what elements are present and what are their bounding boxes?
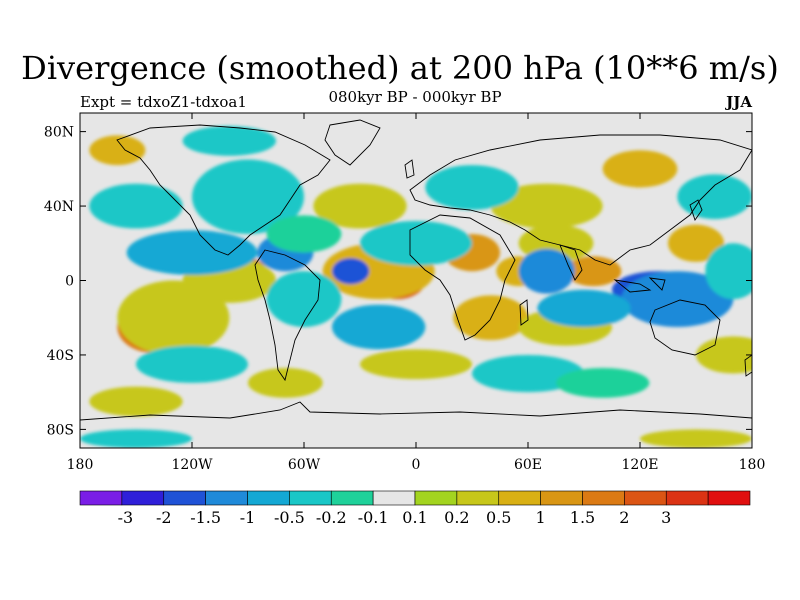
divergence-contour-18	[89, 386, 183, 417]
divergence-contour-16	[602, 150, 678, 188]
experiment-label: Expt = tdxoZ1-tdxoa1	[80, 93, 247, 111]
coastline-indonesia	[613, 277, 666, 293]
divergence-contour-24	[332, 258, 370, 285]
colorbar-label: -0.2	[316, 508, 347, 527]
lon-label: 180	[739, 457, 766, 473]
lat-label: 40N	[44, 199, 74, 215]
divergence-contour-35	[136, 345, 248, 383]
lon-label: 60E	[514, 457, 542, 473]
lon-label: 120E	[622, 457, 659, 473]
divergence-contour-38	[556, 367, 650, 398]
colorbar-swatch-6	[330, 490, 374, 506]
colorbar-label: -0.1	[358, 508, 389, 527]
divergence-contour-42	[640, 429, 752, 448]
lat-label: 40S	[47, 348, 74, 364]
divergence-contour-14	[313, 183, 407, 229]
coastlines	[80, 119, 752, 421]
divergence-contour-33	[89, 183, 183, 229]
coastline-india	[559, 244, 583, 281]
divergence-contour-29	[332, 304, 426, 350]
coastline-antarctica	[80, 401, 752, 421]
colorbar-label: 3	[661, 508, 671, 527]
coastline-north-america	[116, 124, 331, 256]
lon-label: 120W	[171, 457, 213, 473]
coastline-south-america	[254, 249, 321, 382]
coastline-new-zealand	[744, 354, 752, 377]
colorbar-swatch-5	[289, 490, 332, 506]
colorbar-swatch-9	[456, 490, 500, 506]
lat-label: 80N	[44, 125, 74, 141]
colorbar-swatch-15	[707, 490, 751, 506]
divergence-contour-32	[425, 165, 519, 210]
colorbar-label: -3	[118, 508, 134, 527]
divergence-contour-20	[89, 135, 146, 166]
colorbar-swatch-0	[79, 490, 123, 506]
subtitle-label: 080kyr BP - 000kyr BP	[328, 88, 502, 106]
divergence-contour-36	[472, 354, 584, 393]
divergence-field	[80, 126, 752, 448]
lon-label: 60W	[288, 457, 321, 473]
divergence-contour-28	[537, 289, 631, 328]
divergence-contour-31	[192, 159, 304, 234]
divergence-contour-26	[126, 230, 258, 275]
colorbar-swatch-10	[498, 490, 541, 506]
season-label: JJA	[726, 93, 752, 111]
divergence-contour-19	[360, 349, 472, 380]
lon-label: 0	[412, 457, 421, 473]
divergence-contour-39	[266, 215, 342, 253]
coastline-british-isles	[404, 159, 415, 179]
colorbar-label: -1	[240, 508, 256, 527]
colorbar-label: 2	[619, 508, 629, 527]
lon-label: 180	[67, 457, 94, 473]
colorbar-swatch-4	[247, 490, 290, 506]
lat-label: 0	[65, 274, 74, 290]
plot-title: Divergence (smoothed) at 200 hPa (10**6 …	[21, 49, 779, 87]
colorbar-swatch-12	[582, 490, 625, 506]
colorbar-label: 0.2	[444, 508, 469, 527]
divergence-contour-30	[266, 271, 342, 328]
colorbar-swatch-3	[205, 490, 248, 506]
coastline-australia	[649, 299, 721, 356]
divergence-contour-25	[518, 248, 575, 294]
divergence-contour-13	[696, 336, 752, 374]
divergence-contour-34	[677, 174, 752, 220]
coastline-japan	[689, 199, 703, 221]
lat-label: 80S	[47, 422, 74, 438]
coastline-madagascar	[519, 299, 529, 326]
divergence-contour-17	[248, 367, 323, 398]
colorbar-label: 0.5	[486, 508, 511, 527]
divergence-contour-27	[360, 220, 472, 266]
colorbar-swatch-11	[540, 490, 583, 506]
colorbar-label: -1.5	[190, 508, 221, 527]
divergence-contour-22	[621, 271, 734, 328]
colorbar-label: 1	[536, 508, 546, 527]
colorbar-swatch-13	[624, 490, 667, 506]
divergence-contour-41	[80, 429, 192, 448]
coastline-africa	[409, 214, 516, 341]
colorbar-label: 1.5	[570, 508, 595, 527]
colorbar-label: -2	[156, 508, 172, 527]
colorbar-swatch-14	[665, 490, 709, 506]
divergence-contour-1	[117, 280, 230, 355]
colorbar-label: 0.1	[402, 508, 427, 527]
colorbar-swatch-8	[414, 490, 458, 506]
divergence-contour-15	[490, 183, 603, 229]
divergence-contour-12	[668, 224, 724, 262]
colorbar: -3 -2 -1.5 -1 -0.5 -0.2 -0.1 0.1 0.2 0.5 1 1.5 2 3	[79, 490, 751, 527]
map-area	[80, 113, 752, 448]
divergence-contour-37	[182, 126, 276, 156]
colorbar-swatch-1	[121, 490, 165, 506]
colorbar-swatch-7	[372, 490, 416, 506]
coastline-eurasia	[409, 134, 752, 266]
divergence-contour-40	[705, 243, 752, 300]
colorbar-swatch-2	[163, 490, 206, 506]
map-axes: 80N 40N 0 40S 80S 180 120W 60W 0 60E 120E 180	[44, 113, 765, 473]
coastline-greenland	[324, 119, 381, 166]
colorbar-label: -0.5	[274, 508, 305, 527]
